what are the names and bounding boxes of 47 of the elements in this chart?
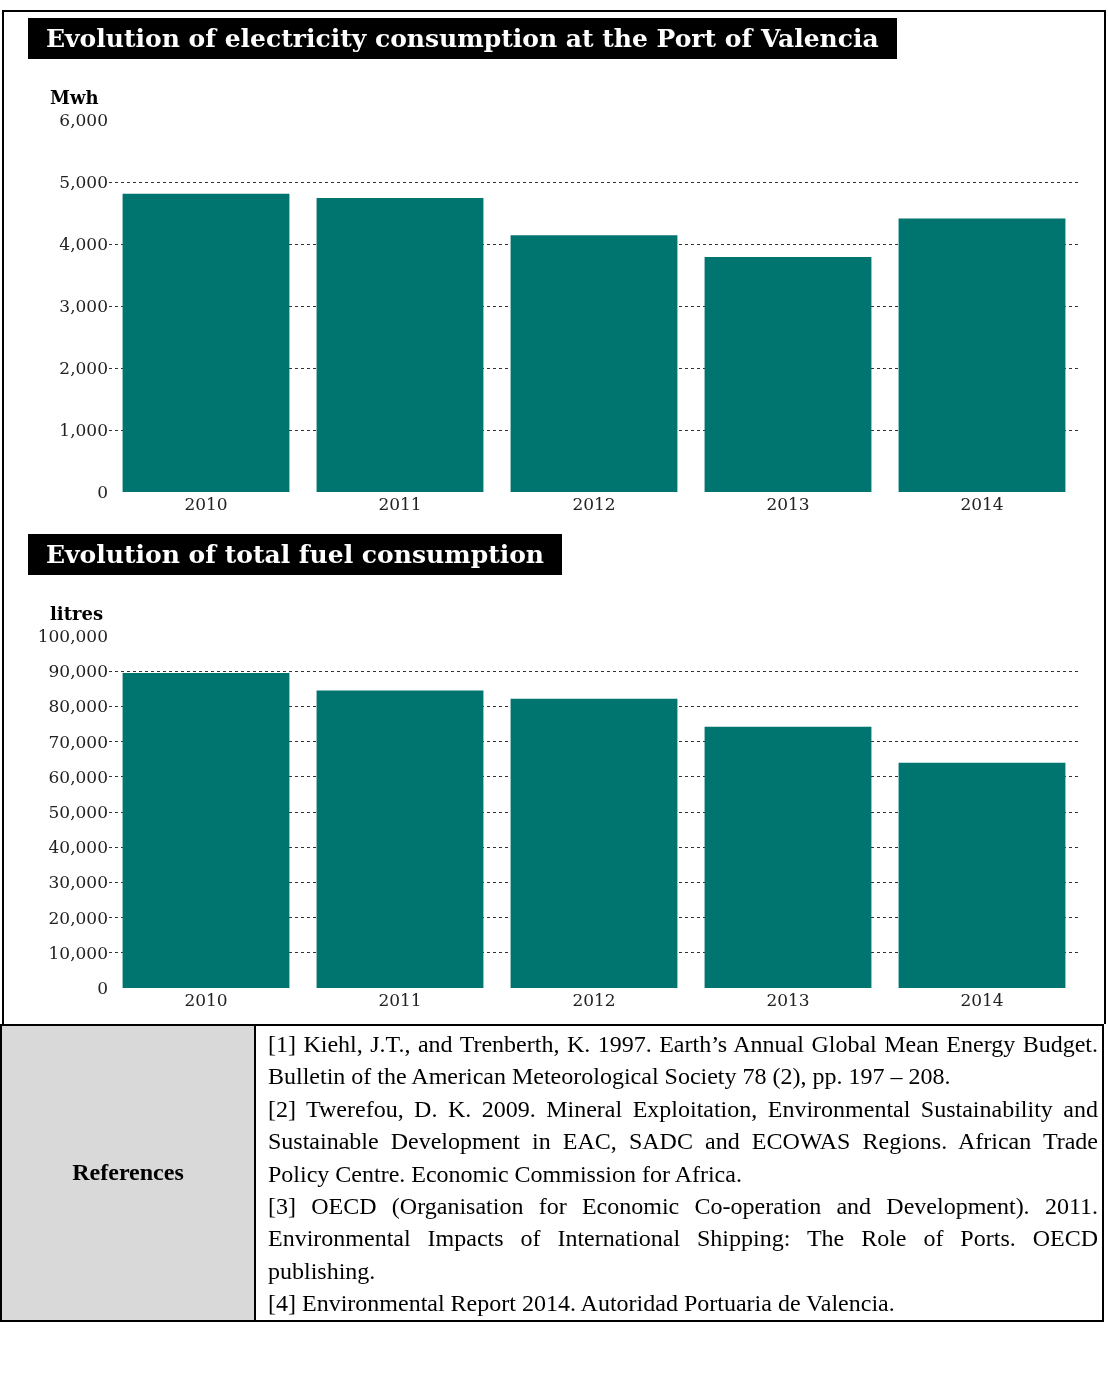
bar <box>316 198 484 492</box>
text: [3] OECD (Organisation for Economic Co-operation and Development). 2011. Environmental Impacts of International Shipping: The Role of Ports. OECD publishing. <box>268 1192 1098 1284</box>
text: References <box>1 1025 255 1321</box>
bar <box>704 257 872 492</box>
x-tick-label: 2012 <box>572 990 616 1010</box>
y-tick-label: 6,000 <box>59 109 108 130</box>
bar <box>122 672 290 988</box>
bar <box>898 218 1066 492</box>
bar <box>898 762 1066 988</box>
y-tick-label: 5,000 <box>59 171 108 192</box>
bar <box>122 193 290 492</box>
y-tick-label: 80,000 <box>48 696 108 717</box>
y-tick-label: 70,000 <box>48 731 108 752</box>
bar <box>510 235 678 492</box>
x-tick-label: 2013 <box>766 494 810 514</box>
x-tick-label: 2014 <box>960 990 1004 1010</box>
y-tick-label: 60,000 <box>48 766 108 787</box>
y-tick-label: 10,000 <box>48 942 108 963</box>
x-tick-label: 2013 <box>766 990 810 1010</box>
x-tick-label: 2012 <box>572 494 616 514</box>
y-tick-label: 90,000 <box>48 661 108 682</box>
chart-title: Evolution of total fuel consumption <box>28 534 563 575</box>
x-tick-label: 2010 <box>184 494 228 514</box>
text: [1] Kiehl, J.T., and Trenberth, K. 1997. Earth’s Annual Global Mean Energy Budget. Bulletin of the American Meteorological Society 78 (2), pp. 197 – 208. <box>268 1031 1098 1090</box>
x-tick-label: 2011 <box>378 494 422 514</box>
bar <box>510 698 678 988</box>
y-tick-label: 100,000 <box>37 625 108 646</box>
text: [2] Twerefou, D. K. 2009. Mineral Exploitation, Environmental Sustainability and Sustainable Development in EAC, SADC and ECOWAS Regions. African Trade Policy Centre. Economic Commission for Africa. <box>268 1095 1098 1187</box>
y-tick-label: 1,000 <box>59 419 108 440</box>
y-tick-label: 2,000 <box>59 357 108 378</box>
y-axis-title: Mwh <box>50 87 100 108</box>
y-tick-label: 4,000 <box>59 233 108 254</box>
y-tick-label: 20,000 <box>48 907 108 928</box>
bar <box>316 690 484 988</box>
y-tick-label: 0 <box>97 481 108 502</box>
bar <box>704 726 872 988</box>
text: [4] Environmental Report 2014. Autoridad Portuaria de Valencia. <box>268 1290 895 1317</box>
y-tick-label: 50,000 <box>48 801 108 822</box>
y-axis-title: litres <box>50 603 105 624</box>
y-tick-label: 0 <box>97 977 108 998</box>
y-tick-label: 3,000 <box>59 295 108 316</box>
chart-title: Evolution of electricity consumption at the Port of Valencia <box>28 18 897 59</box>
y-tick-label: 40,000 <box>48 837 108 858</box>
x-tick-label: 2010 <box>184 990 228 1010</box>
y-tick-label: 30,000 <box>48 872 108 893</box>
x-tick-label: 2014 <box>960 494 1004 514</box>
x-tick-label: 2011 <box>378 990 422 1010</box>
